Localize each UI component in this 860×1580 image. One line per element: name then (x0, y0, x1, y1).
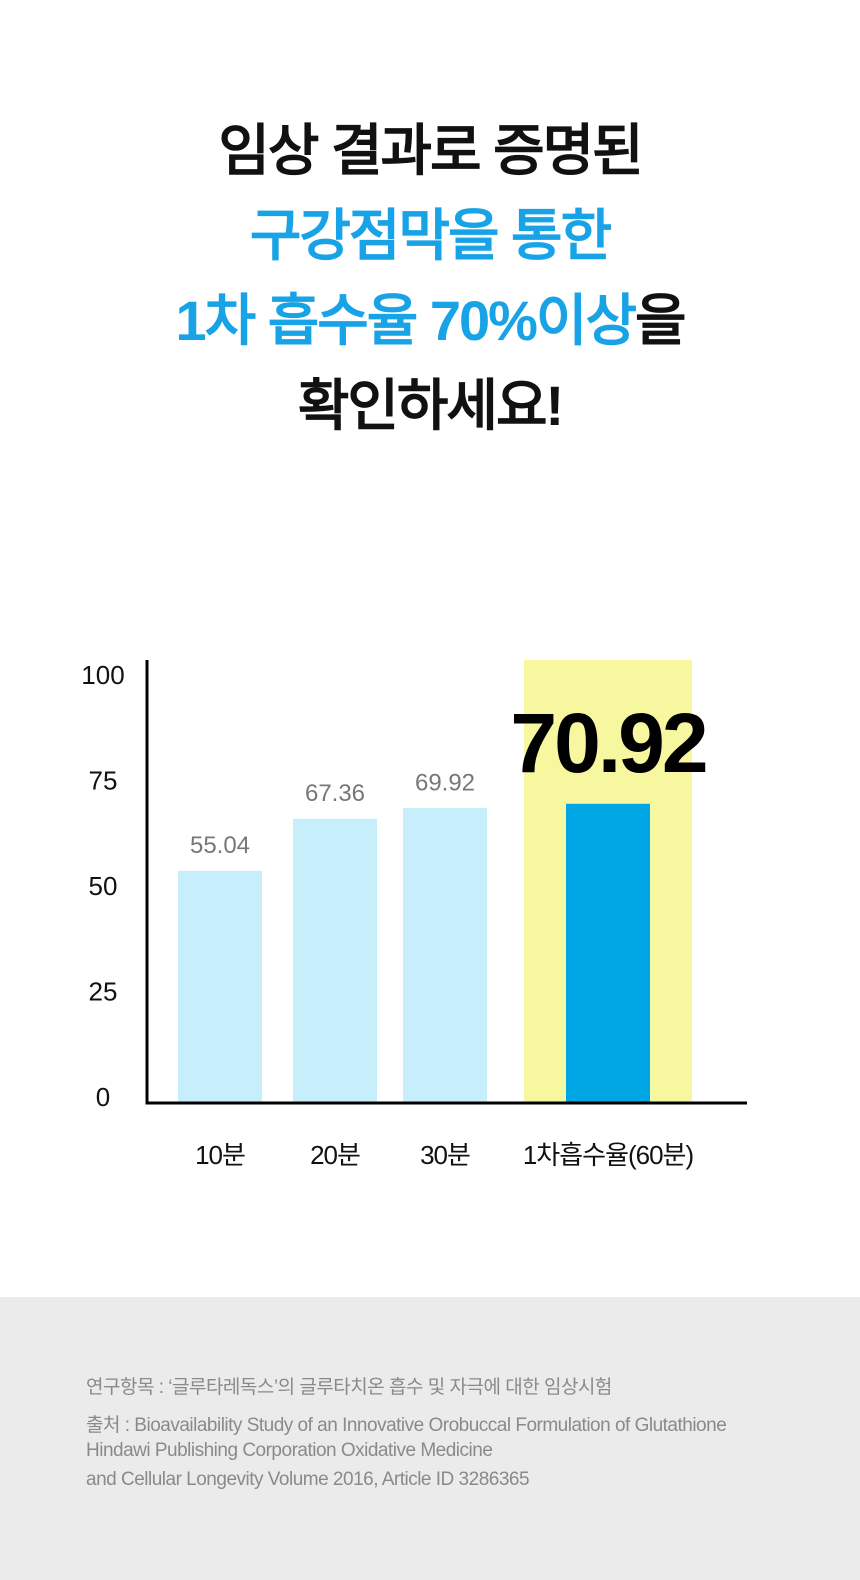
bar (566, 803, 650, 1103)
chart: 0 25 50 75 100 10분 55.04 20분 67.36 30분 69.92 1차흡수율(… (81, 660, 747, 1170)
headline-line: 구강점막을 통한 (249, 204, 612, 267)
footer-source: and Cellular Longevity Volume 2016, Arti… (86, 1469, 530, 1490)
y-tick-label: 0 (96, 1082, 110, 1112)
value-label: 70.92 (510, 696, 705, 790)
footer: 연구항목 : ‘글루타레독스’의 글루타치온 흡수 및 자극에 대한 임상시험 … (0, 1297, 860, 1580)
x-tick-label: 20분 (310, 1140, 360, 1170)
y-tick-label: 100 (81, 660, 124, 690)
x-tick-label: 30분 (420, 1140, 470, 1170)
footer-note: 연구항목 : ‘글루타레독스’의 글루타치온 흡수 및 자극에 대한 임상시험 (86, 1377, 612, 1398)
headline-text: 을 (634, 289, 687, 352)
bar (178, 870, 262, 1103)
footer-source: 출처 : Bioavailability Study of an Innovat… (86, 1415, 727, 1436)
bar (403, 808, 487, 1103)
headline: 임상 결과로 증명된 구강점막을 통한 1차 흡수율 70%이상을 확인하세요! (0, 108, 860, 448)
y-tick-label: 50 (89, 871, 118, 901)
footer-source: Hindawi Publishing Corporation Oxidative… (86, 1440, 493, 1461)
headline-line: 1차 흡수율 70%이상을 (0, 278, 860, 363)
value-label: 67.36 (305, 780, 365, 807)
value-label: 69.92 (415, 769, 475, 796)
bar (293, 818, 377, 1103)
value-label: 55.04 (190, 832, 250, 859)
x-tick-label: 10분 (195, 1140, 245, 1170)
headline-line: 확인하세요! (297, 374, 564, 437)
headline-line: 임상 결과로 증명된 (218, 119, 643, 182)
y-tick-label: 75 (89, 765, 118, 795)
headline-highlight: 1차 흡수율 70%이상 (175, 289, 637, 352)
y-tick-label: 25 (89, 976, 118, 1006)
x-tick-label: 1차흡수율(60분) (523, 1140, 694, 1170)
